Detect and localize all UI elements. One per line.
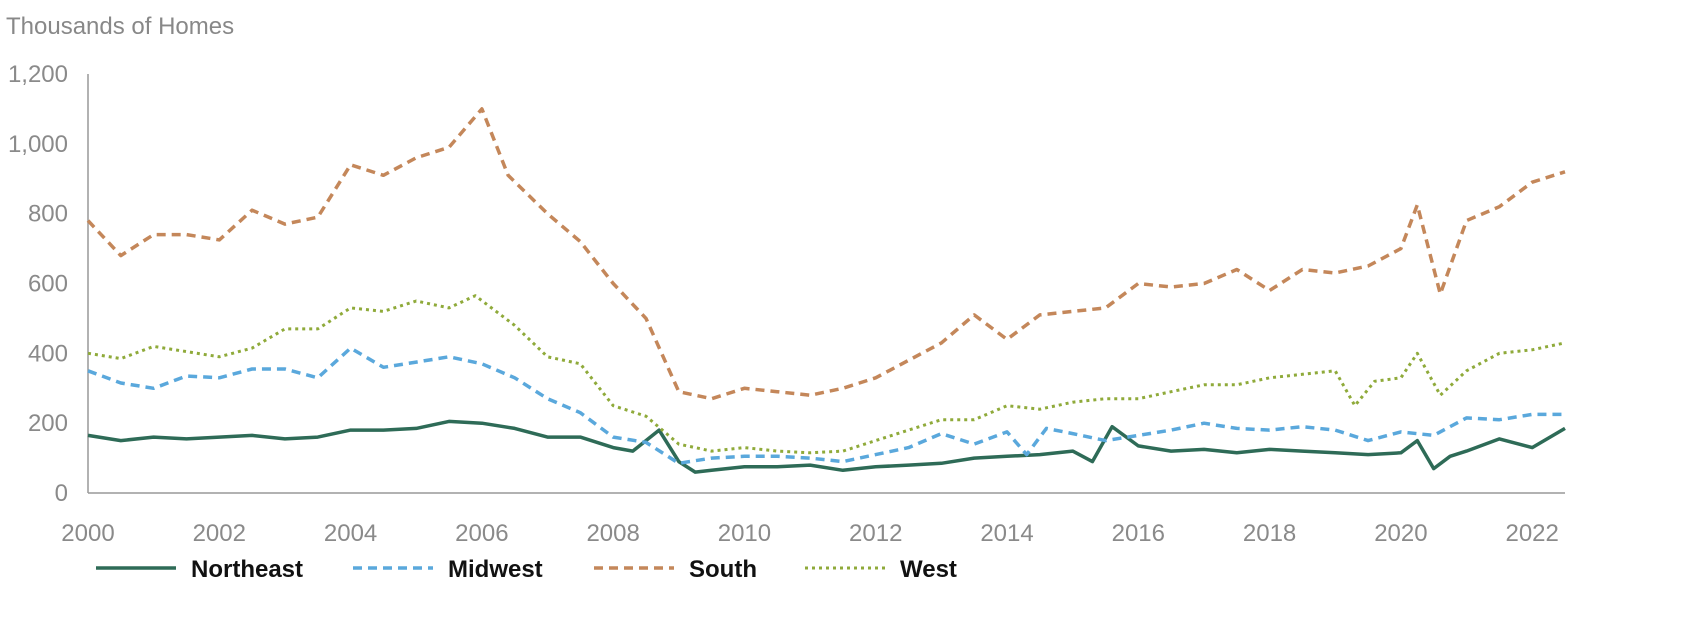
- series-line-south: [86, 107, 1566, 401]
- x-tick-label: 2006: [455, 520, 508, 547]
- y-tick-label: 600: [28, 271, 68, 298]
- legend: Northeast Midwest South West: [96, 556, 957, 583]
- x-tick-label: 2018: [1243, 520, 1296, 547]
- series-layer: [86, 107, 1566, 474]
- x-tick-label: 2016: [1112, 520, 1165, 547]
- x-tick-label: 2010: [718, 520, 771, 547]
- legend-label-midwest: Midwest: [448, 556, 543, 583]
- x-tick-label: 2020: [1374, 520, 1427, 547]
- x-tick-label: 2004: [324, 520, 377, 547]
- y-tick-label: 0: [55, 480, 68, 507]
- x-tick-label: 2012: [849, 520, 902, 547]
- y-axis-label: Thousands of Homes: [6, 13, 234, 40]
- y-tick-labels: 0 200 400 600 800 1,000 1,200: [8, 61, 68, 507]
- series-line-midwest: [87, 346, 1565, 466]
- x-tick-label: 2014: [980, 520, 1033, 547]
- y-tick-label: 1,000: [8, 131, 68, 158]
- y-tick-label: 800: [28, 201, 68, 228]
- series-line-northeast: [87, 419, 1566, 474]
- legend-label-northeast: Northeast: [191, 556, 303, 583]
- x-tick-label: 2008: [586, 520, 639, 547]
- legend-label-south: South: [689, 556, 757, 583]
- x-tick-label: 2022: [1505, 520, 1558, 547]
- y-tick-label: 200: [28, 410, 68, 437]
- y-tick-label: 1,200: [8, 61, 68, 88]
- y-tick-label: 400: [28, 340, 68, 367]
- legend-label-west: West: [900, 556, 957, 583]
- x-tick-label: 2002: [193, 520, 246, 547]
- series-line-west: [87, 294, 1566, 455]
- x-tick-label: 2000: [61, 520, 114, 547]
- x-tick-labels: 2000 2002 2004 2006 2008 2010 2012 2014 2016 2018…: [61, 520, 1559, 547]
